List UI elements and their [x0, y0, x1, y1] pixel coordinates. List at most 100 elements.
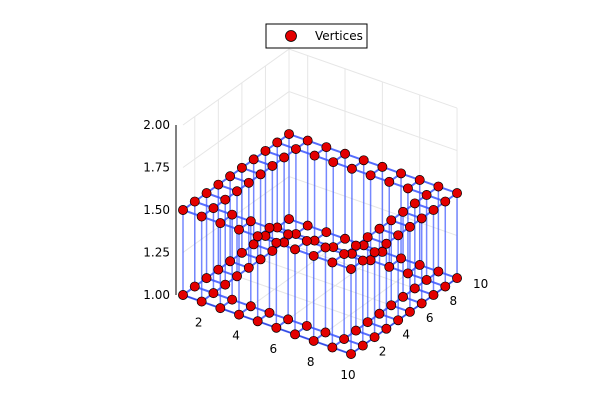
vertex-point — [340, 233, 350, 244]
vertex-point — [381, 238, 392, 249]
vertex-point — [232, 271, 242, 282]
vertex-point — [346, 163, 357, 174]
vertex-point — [321, 227, 332, 238]
vertex-point — [220, 194, 231, 205]
vertex-point — [374, 223, 385, 234]
vertex-point — [339, 334, 350, 344]
vertex-point — [381, 323, 392, 334]
vertex-point — [208, 203, 219, 214]
vertex-point — [215, 218, 226, 229]
vertex-point — [213, 179, 224, 190]
vertex-point — [234, 309, 244, 320]
vertex-point — [201, 188, 212, 199]
y-tick-label: 6 — [426, 311, 434, 325]
vertex-point — [279, 152, 290, 163]
vertex-point — [271, 322, 282, 333]
vertex-point — [234, 224, 244, 235]
vertex-point — [414, 260, 425, 270]
vertex-point — [440, 281, 451, 292]
vertex-point — [178, 205, 188, 215]
vertex-point — [267, 160, 278, 171]
grid-line-x — [313, 264, 421, 342]
vertex-point — [386, 215, 397, 226]
vertex-point — [252, 316, 263, 327]
vertex-point — [404, 306, 415, 317]
vertex-point — [290, 244, 300, 255]
vertex-point — [196, 296, 207, 307]
grid-line-z — [182, 90, 458, 168]
z-tick-label: 1.75 — [143, 161, 170, 175]
edges-layer — [182, 133, 458, 355]
vertex-point — [225, 256, 236, 267]
vertex-point — [290, 144, 301, 154]
vertex-point — [433, 181, 444, 192]
vertex-point — [252, 231, 263, 242]
vertex-point — [264, 307, 275, 318]
vertex-point — [396, 253, 406, 264]
vertex-point — [236, 247, 247, 258]
vertex-point — [327, 342, 338, 353]
vertex-point — [208, 288, 219, 299]
vertex-point — [227, 209, 238, 220]
x-tick-label: 4 — [232, 329, 240, 343]
vertex-point — [271, 237, 282, 248]
vertex-point — [340, 148, 350, 159]
vertex-point — [248, 154, 259, 165]
vertex-point — [396, 168, 406, 179]
legend-label: Vertices — [315, 29, 363, 43]
vertex-point — [428, 205, 439, 215]
vertex-point — [346, 349, 356, 359]
vertex-point — [398, 291, 408, 302]
vertex-point — [272, 137, 283, 148]
vertex-point — [384, 176, 395, 187]
vertex-point — [320, 327, 331, 338]
vertex-point — [320, 242, 331, 253]
vertex-point — [243, 262, 254, 273]
vertex-point — [416, 298, 427, 309]
vertex-point — [384, 261, 395, 272]
vertex-point — [409, 283, 420, 294]
y-tick-label: 10 — [473, 277, 488, 291]
vertex-point — [416, 213, 427, 224]
vertex-point — [290, 329, 300, 340]
vertex-point — [365, 170, 376, 181]
y-tick-label: 4 — [402, 328, 410, 342]
vertex-point — [236, 162, 247, 173]
vertex-point — [393, 315, 404, 326]
vertex-point — [267, 245, 278, 256]
vertex-point — [243, 177, 254, 188]
vertex-point — [308, 335, 319, 346]
vertex-point — [409, 198, 420, 209]
points-layer — [178, 129, 462, 359]
vertex-point — [232, 186, 242, 197]
vertex-point — [255, 254, 266, 265]
vertex-point — [328, 157, 339, 168]
vertex-point — [421, 190, 432, 200]
vertex-point — [428, 290, 439, 300]
vertex-point — [220, 279, 231, 290]
vertex-point — [362, 317, 373, 328]
vertex-point — [245, 216, 256, 227]
vertex-point — [440, 196, 451, 207]
legend-box — [265, 23, 368, 49]
vertex-point — [350, 240, 361, 251]
vertex-point — [357, 340, 368, 351]
grid-line-z — [182, 48, 458, 126]
vertex-point — [284, 214, 294, 224]
z-tick-label: 1.50 — [143, 203, 170, 217]
grid-line-y — [218, 269, 387, 330]
legend-marker — [285, 30, 297, 42]
z-tick-label: 1.00 — [143, 288, 170, 302]
vertex-point — [346, 264, 356, 274]
vertex-point — [283, 229, 294, 240]
vertex-point — [189, 281, 200, 292]
vertex-point — [404, 221, 415, 232]
vertex-point — [402, 268, 413, 279]
grid-line-z — [182, 175, 458, 253]
vertex-point — [301, 320, 312, 331]
vertex-point — [386, 300, 397, 311]
vertex-point — [201, 273, 212, 284]
vertex-point — [321, 142, 332, 153]
vertex-point — [358, 155, 369, 166]
